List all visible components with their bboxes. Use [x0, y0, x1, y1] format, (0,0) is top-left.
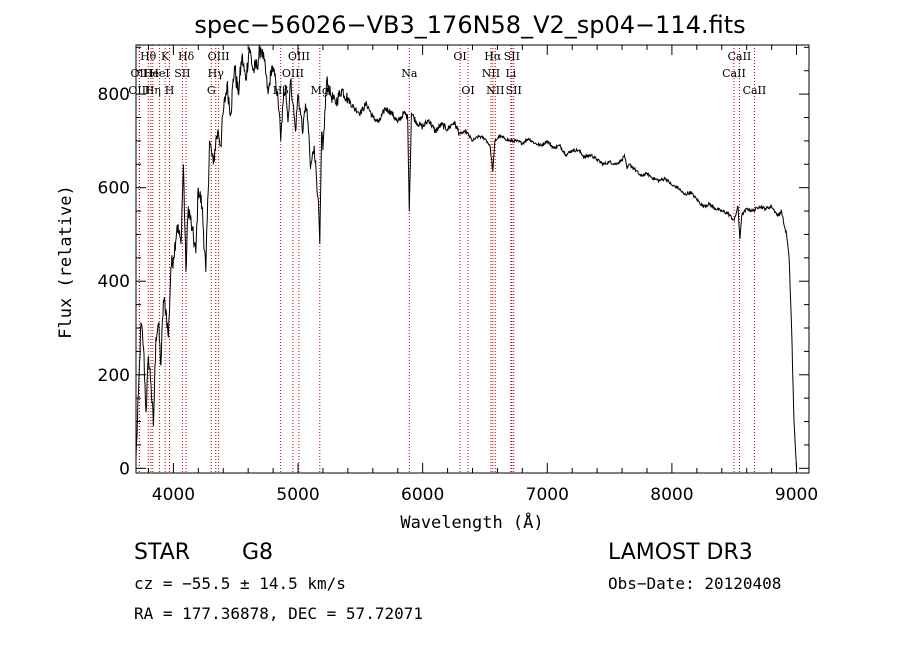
line-label-17: Na: [401, 67, 418, 80]
line-label-19: OI: [461, 84, 474, 97]
line-label-6: HeI: [149, 67, 169, 80]
y-tick-label-2: 400: [98, 272, 130, 292]
y-tick-label-4: 800: [98, 85, 130, 105]
line-label-22: NII: [482, 67, 500, 80]
y-axis-ticks: 0 200 400 600 800: [98, 46, 809, 479]
y-tick-label-3: 600: [98, 179, 130, 199]
line-label-10: OIII: [208, 50, 230, 63]
y-tick-label-1: 200: [98, 366, 130, 386]
line-label-26: CaII: [728, 50, 752, 63]
x-tick-label-2: 6000: [401, 485, 444, 505]
y-axis-label: Flux (relative): [56, 185, 76, 339]
line-label-5: K: [161, 50, 170, 63]
line-label-14: OIII: [282, 67, 304, 80]
plot-frame: [135, 44, 810, 474]
line-label-27: CaII: [722, 67, 746, 80]
x-tick-label-5: 9000: [775, 485, 818, 505]
line-label-4: Hη: [145, 84, 161, 97]
line-label-20: Hα: [484, 50, 502, 63]
object-subclass: G8: [242, 540, 273, 565]
line-label-8: SII: [174, 67, 190, 80]
line-label-13: OIII: [288, 50, 310, 63]
y-tick-label-0: 0: [119, 459, 130, 479]
flux-series-line: [135, 44, 797, 469]
x-tick-label-4: 8000: [650, 485, 693, 505]
x-tick-label-3: 7000: [526, 485, 569, 505]
line-label-25: SII: [506, 84, 522, 97]
x-axis-ticks: 4000 5000 6000 7000 8000 9000: [147, 45, 818, 505]
line-label-3: He: [143, 67, 159, 80]
line-label-28: CaII: [743, 84, 767, 97]
x-axis-label: Wavelength (Å): [400, 511, 543, 533]
line-label-24: NII: [486, 84, 504, 97]
line-label-0: Hθ: [140, 50, 157, 63]
object-class: STAR: [134, 540, 190, 565]
line-label-12: G: [207, 84, 216, 97]
line-label-1: OII: [131, 67, 149, 80]
line-label-9: Hδ: [178, 50, 195, 63]
redshift-cz: cz = −55.5 ± 14.5 km/s: [134, 574, 346, 593]
observation-date: Obs−Date: 20120408: [608, 574, 781, 593]
line-label-18: OI: [453, 50, 466, 63]
line-label-16: Mg: [311, 84, 329, 97]
survey-name: LAMOST DR3: [608, 540, 753, 565]
chart-title: spec−56026−VB3_176N58_V2_sp04−114.fits: [194, 11, 745, 39]
x-tick-label-0: 4000: [152, 485, 195, 505]
line-label-7: H: [165, 84, 175, 97]
line-label-23: Li: [505, 67, 516, 80]
line-label-11: Hγ: [208, 67, 225, 80]
ra-dec-coordinates: RA = 177.36878, DEC = 57.72071: [134, 604, 423, 623]
line-label-21: SII: [504, 50, 520, 63]
x-tick-label-1: 5000: [276, 485, 319, 505]
